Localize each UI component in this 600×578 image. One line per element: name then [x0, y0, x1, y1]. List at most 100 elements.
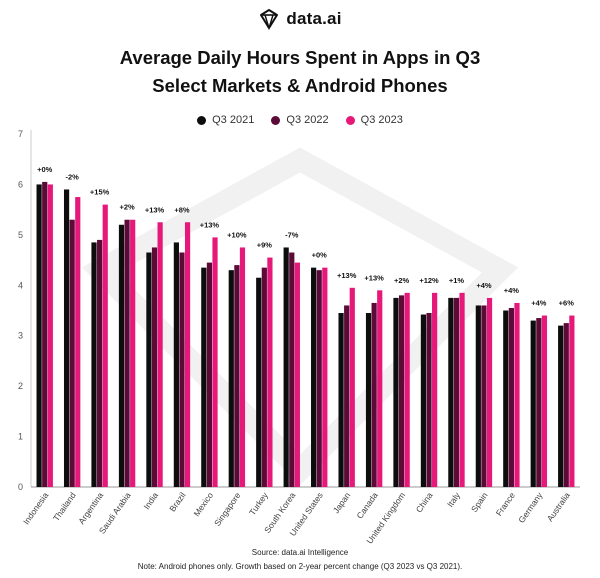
bar-q3-2023 [212, 237, 218, 487]
bar-q3-2021 [558, 325, 564, 487]
bar-q3-2022 [371, 302, 377, 487]
x-category-label: Thailand [51, 490, 78, 523]
growth-label: +0% [37, 165, 53, 174]
bar-q3-2023 [486, 297, 493, 487]
bar-q3-2022 [344, 305, 350, 487]
x-category-label: Germany [516, 490, 545, 525]
growth-label: +2% [394, 276, 410, 285]
bar-q3-2022 [151, 247, 158, 487]
bar-q3-2021 [311, 267, 317, 487]
x-category-label: Mexico [191, 490, 215, 518]
bar-q3-2023 [432, 292, 438, 487]
bar-q3-2023 [349, 287, 355, 487]
y-tick-label: 4 [18, 280, 23, 290]
bar-q3-2022 [289, 252, 295, 487]
growth-label: +13% [337, 271, 357, 280]
bar-q3-2021 [228, 270, 234, 487]
y-tick-label: 0 [18, 482, 23, 492]
x-category-label: Indonesia [21, 490, 50, 526]
x-category-label: United Kingdom [364, 490, 407, 545]
x-category-label: Argentina [76, 490, 105, 526]
bar-q3-2022 [453, 297, 460, 487]
bar-q3-2021 [365, 313, 372, 487]
bar-q3-2023 [184, 222, 191, 487]
bar-q3-2021 [91, 242, 97, 487]
bar-q3-2022 [508, 307, 514, 487]
bar-q3-2021 [420, 314, 427, 487]
bar-q3-2022 [124, 219, 130, 488]
source-text: Source: data.ai Intelligence [251, 548, 349, 557]
x-category-label: China [414, 490, 435, 514]
bar-q3-2022 [398, 295, 405, 487]
y-tick-label: 2 [18, 381, 23, 391]
bar-q3-2022 [69, 219, 75, 488]
chart-title-line2: Select Markets & Android Phones [152, 75, 448, 96]
bar-q3-2021 [393, 297, 399, 487]
bar-q3-2022 [206, 262, 213, 487]
bar-q3-2021 [118, 224, 125, 487]
bar-q3-2023 [267, 257, 273, 487]
bar-q3-2021 [503, 310, 509, 487]
growth-label: +12% [419, 276, 439, 285]
legend-item-q3-2023: Q3 2023 [345, 114, 403, 126]
growth-label: -2% [65, 172, 79, 181]
bar-q3-2023 [377, 290, 383, 487]
y-tick-label: 6 [18, 179, 23, 189]
bar-q3-2022 [261, 267, 267, 487]
growth-label: +1% [449, 276, 465, 285]
bar-q3-2021 [173, 242, 179, 487]
bar-q3-2022 [563, 323, 569, 487]
watermark-shape [81, 147, 519, 486]
x-category-label: Canada [354, 490, 379, 520]
growth-label: +4% [476, 281, 492, 290]
x-category-label: Australia [545, 490, 572, 523]
x-category-label: Japan [331, 490, 353, 515]
bar-q3-2021 [146, 252, 152, 487]
bar-q3-2021 [36, 184, 42, 487]
bar-q3-2023 [404, 292, 410, 487]
bar-q3-2023 [130, 219, 136, 488]
legend-swatch-q3-2023 [345, 115, 355, 125]
note-text: Note: Android phones only. Growth based … [137, 562, 463, 571]
bar-q3-2021 [530, 320, 536, 487]
data-ai-logo-icon [260, 9, 279, 30]
x-category-label: Italy [445, 490, 463, 509]
legend-item-q3-2022: Q3 2022 [271, 114, 329, 126]
growth-label: +8% [174, 205, 190, 214]
y-tick-label: 5 [18, 230, 23, 240]
growth-label: +13% [145, 205, 165, 214]
growth-label: +2% [119, 203, 135, 212]
bar-q3-2021 [201, 267, 207, 487]
legend-label-q3-2021: Q3 2021 [212, 114, 255, 126]
bar-q3-2022 [481, 305, 487, 487]
x-category-label: Turkey [247, 490, 270, 517]
chart-title: Average Daily Hours Spent in Apps in Q3 … [0, 44, 600, 100]
growth-label: -7% [285, 230, 299, 239]
growth-label: +13% [364, 273, 384, 282]
bar-q3-2021 [448, 297, 454, 487]
bar-q3-2023 [239, 247, 246, 487]
bar-q3-2021 [63, 189, 70, 487]
bar-q3-2023 [75, 197, 81, 488]
brand-header: data.ai [0, 8, 600, 35]
bar-q3-2023 [514, 302, 520, 487]
bar-q3-2022 [536, 318, 542, 487]
x-category-label: United States [287, 490, 324, 538]
bar-q3-2022 [234, 265, 240, 487]
bar-q3-2023 [569, 315, 575, 487]
growth-label: +9% [257, 241, 273, 250]
bar-q3-2022 [316, 270, 322, 487]
bar-q3-2023 [157, 222, 163, 487]
x-category-label: Saudi Arabia [97, 490, 133, 535]
legend-swatch-q3-2022 [271, 115, 281, 125]
growth-label: +0% [312, 251, 328, 260]
legend-label-q3-2022: Q3 2022 [286, 114, 329, 126]
growth-label: +13% [200, 220, 220, 229]
y-tick-label: 1 [18, 432, 23, 442]
y-tick-label: 7 [18, 129, 23, 139]
bar-q3-2022 [426, 313, 432, 487]
growth-label: +4% [531, 299, 547, 308]
bar-q3-2021 [283, 247, 289, 487]
legend: Q3 2021 Q3 2022 Q3 2023 [0, 114, 600, 128]
brand-name: data.ai [286, 9, 342, 28]
